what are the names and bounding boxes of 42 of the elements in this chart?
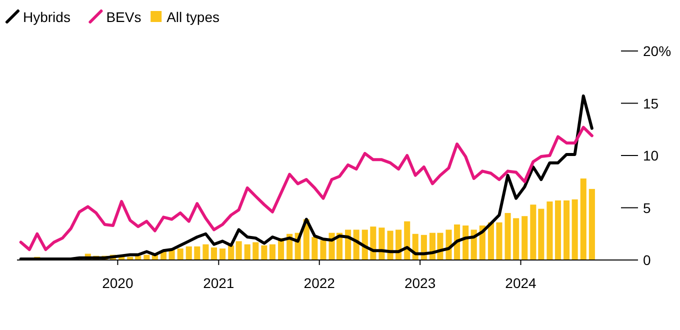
x-tick-label: 2021 bbox=[203, 275, 234, 291]
bar bbox=[312, 237, 318, 260]
bar bbox=[177, 248, 184, 260]
bar bbox=[588, 188, 595, 260]
legend-label: Hybrids bbox=[23, 9, 70, 25]
y-tick-label: 5 bbox=[643, 200, 651, 216]
bar bbox=[538, 208, 544, 260]
bar bbox=[564, 200, 570, 260]
x-tick-label: 2023 bbox=[404, 275, 436, 291]
bar bbox=[261, 245, 268, 260]
bar bbox=[252, 242, 259, 260]
y-tick-label: 0 bbox=[643, 252, 651, 268]
bar bbox=[244, 244, 250, 260]
bar bbox=[513, 218, 520, 260]
bar bbox=[488, 222, 494, 260]
bar bbox=[496, 222, 502, 260]
bar bbox=[546, 201, 553, 260]
bar bbox=[220, 248, 226, 260]
bar bbox=[580, 178, 586, 260]
legend-label: BEVs bbox=[106, 9, 142, 25]
bar bbox=[320, 240, 326, 260]
bar bbox=[530, 204, 536, 260]
y-tick-label: 15 bbox=[643, 95, 659, 112]
x-tick-label: 2020 bbox=[102, 275, 134, 291]
bar bbox=[387, 230, 394, 260]
bar bbox=[269, 244, 276, 260]
line-series bbox=[19, 126, 594, 252]
bar bbox=[202, 244, 209, 260]
bar bbox=[554, 200, 562, 260]
bar bbox=[572, 199, 578, 260]
bar bbox=[210, 247, 217, 260]
bar bbox=[194, 246, 200, 260]
bar bbox=[522, 216, 528, 260]
bar bbox=[504, 212, 511, 260]
bar bbox=[228, 245, 234, 260]
y-tick-label: 20% bbox=[643, 43, 672, 59]
x-tick-label: 2024 bbox=[505, 275, 537, 291]
bar bbox=[236, 241, 242, 260]
y-tick-label: 10 bbox=[643, 148, 659, 164]
legend-label: All types bbox=[166, 9, 220, 25]
bar bbox=[186, 246, 192, 260]
x-tick-label: 2022 bbox=[304, 275, 336, 291]
